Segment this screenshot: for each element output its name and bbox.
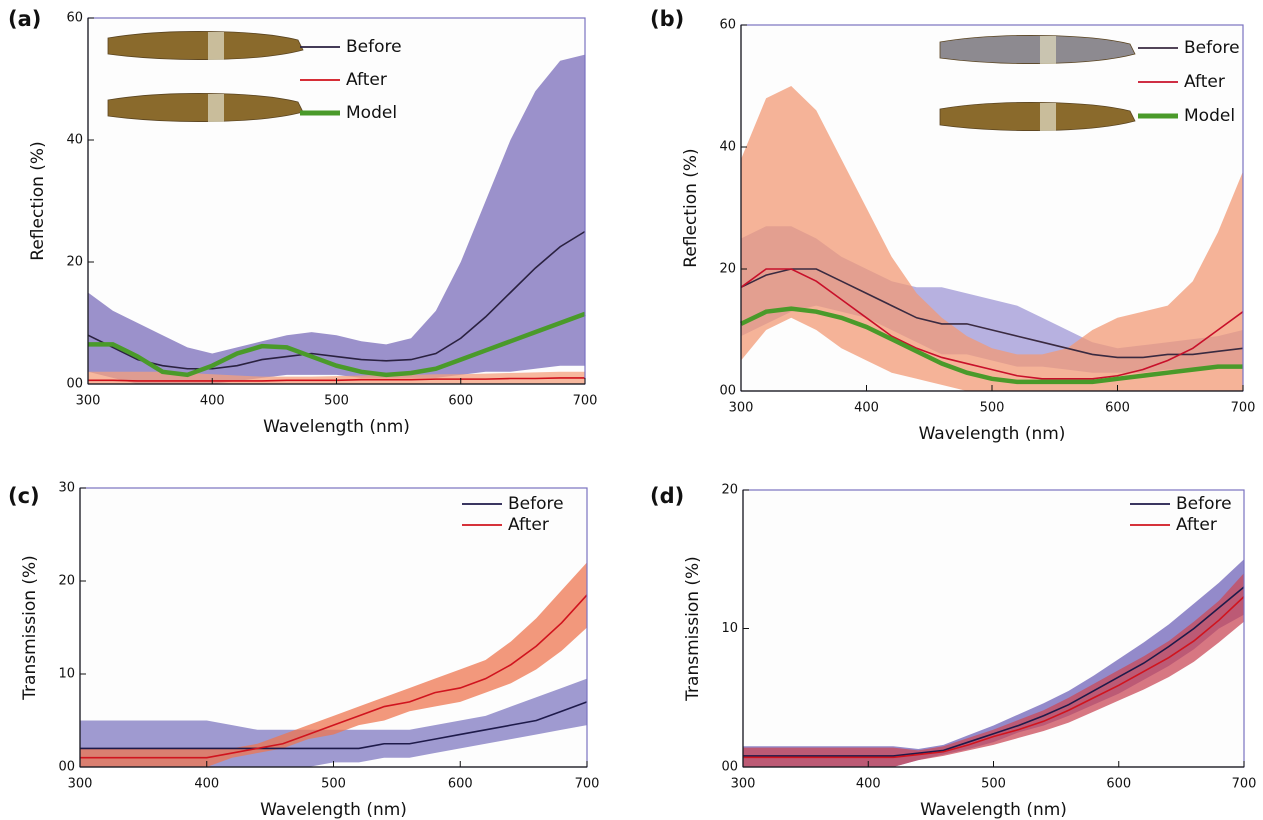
wing-image [940,102,1135,130]
legend-label: Before [346,37,402,57]
y-tick-label: 20 [721,483,738,498]
y-tick-label: 20 [66,255,83,270]
x-tick-label: 600 [1105,401,1130,416]
wing-band [208,94,224,122]
x-tick-label: 400 [854,401,879,416]
x-axis-title: Wavelength (nm) [260,800,407,820]
legend-label: After [508,515,549,535]
legend-label: Before [1184,38,1240,58]
x-tick-label: 700 [1231,401,1256,416]
x-tick-label: 700 [1232,777,1257,792]
x-axis-title: Wavelength (nm) [263,417,410,437]
panel-label: (b) [650,7,684,31]
x-tick-label: 500 [321,777,346,792]
x-tick-label: 300 [731,777,756,792]
figure: 00 20 40 60 300 400 500 600 700 Wavelength (nm) Re… [0,0,1263,820]
y-tick-label: 00 [58,760,75,775]
y-axis-title: Transmission (%) [20,555,40,701]
y-tick-label: 20 [58,574,75,589]
legend-label: After [346,70,387,90]
y-tick-label: 00 [721,760,738,775]
y-axis-title: Reflection (%) [681,148,701,267]
wing-image [108,31,303,59]
y-tick-label: 60 [719,18,736,33]
wing-band [1040,36,1056,64]
y-axis-title: Transmission (%) [683,556,703,702]
y-tick-label: 60 [66,11,83,26]
x-tick-label: 500 [980,401,1005,416]
y-tick-label: 40 [719,140,736,155]
legend-label: Model [1184,106,1235,126]
panel-label: (c) [8,484,40,508]
y-tick-label: 00 [719,384,736,399]
x-tick-label: 500 [981,777,1006,792]
x-tick-label: 300 [68,777,93,792]
legend-label: Model [346,103,397,123]
legend-label: Before [1176,494,1232,514]
x-tick-label: 600 [1106,777,1131,792]
wing-image [940,35,1135,63]
x-tick-label: 700 [575,777,600,792]
x-tick-label: 600 [448,777,473,792]
x-tick-label: 400 [194,777,219,792]
x-tick-label: 300 [76,394,101,409]
y-axis-title: Reflection (%) [28,141,48,260]
x-tick-label: 600 [448,394,473,409]
y-tick-label: 00 [66,377,83,392]
y-tick-label: 30 [58,481,75,496]
legend-label: Before [508,494,564,514]
x-tick-label: 300 [729,401,754,416]
x-tick-label: 400 [200,394,225,409]
y-tick-label: 20 [719,262,736,277]
x-axis-title: Wavelength (nm) [919,424,1066,444]
wing-band [208,32,224,60]
wing-band [1040,103,1056,131]
y-tick-label: 40 [66,133,83,148]
y-tick-label: 10 [58,667,75,682]
x-axis-title: Wavelength (nm) [920,800,1067,820]
legend-label: After [1184,72,1225,92]
x-tick-label: 400 [856,777,881,792]
x-tick-label: 500 [324,394,349,409]
x-tick-label: 700 [573,394,598,409]
panel-label: (a) [8,7,41,31]
wing-image [108,93,303,121]
panel-label: (d) [650,484,684,508]
y-tick-label: 10 [721,621,738,636]
legend-label: After [1176,515,1217,535]
